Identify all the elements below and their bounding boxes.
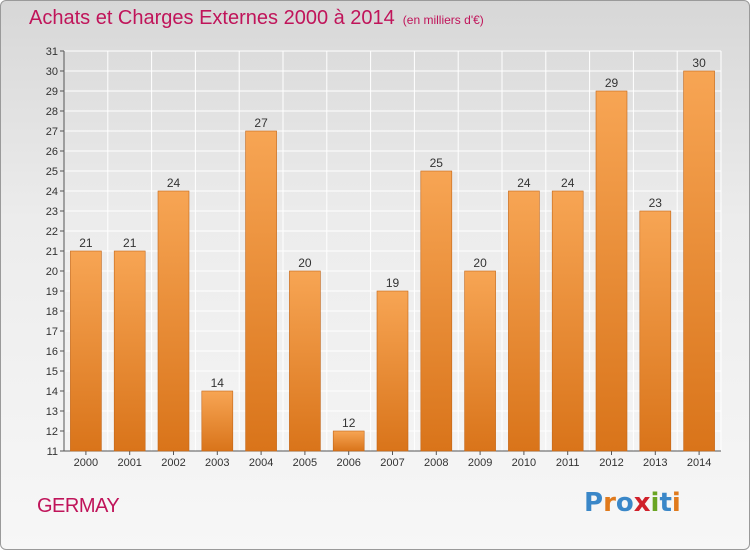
data-label: 20 — [298, 256, 312, 270]
bar — [157, 190, 190, 452]
bar — [420, 170, 453, 452]
bar — [508, 190, 540, 452]
x-tick-label: 2005 — [293, 457, 317, 469]
data-label: 14 — [211, 376, 225, 390]
labels: 11 12 13 14 15 16 17 18 19 20 21 22 23 24 25 26 27 28 29 30… — [46, 46, 712, 469]
x-tick-label: 2006 — [336, 457, 360, 469]
x-tick-label: 2001 — [117, 457, 141, 469]
y-tick-label: 27 — [46, 126, 58, 138]
x-tick-label: 2012 — [599, 457, 623, 469]
y-tick-label: 16 — [46, 346, 58, 358]
data-label: 20 — [473, 256, 487, 270]
y-tick-label: 22 — [46, 226, 58, 238]
y-tick-label: 23 — [46, 206, 58, 218]
logo-letter: x — [633, 488, 651, 518]
x-tick-label: 2009 — [468, 457, 492, 469]
data-label: 23 — [649, 196, 663, 210]
logo-letter: P — [584, 488, 604, 518]
bar — [551, 190, 584, 452]
x-tick-label: 2010 — [512, 457, 536, 469]
bar — [639, 210, 672, 452]
bar — [683, 70, 715, 452]
x-tick-label: 2000 — [74, 457, 98, 469]
y-tick-label: 11 — [47, 446, 58, 458]
y-tick-label: 14 — [46, 386, 58, 398]
y-tick-label: 17 — [46, 326, 58, 338]
x-tick-label: 2008 — [424, 457, 448, 469]
bar — [332, 430, 365, 452]
logo-letter: i — [650, 488, 660, 518]
data-label: 30 — [692, 56, 706, 70]
commune-name: GERMAY — [37, 495, 120, 517]
y-tick-label: 30 — [46, 66, 58, 78]
y-tick-label: 19 — [46, 286, 58, 298]
bar — [376, 290, 409, 452]
x-tick-label: 2003 — [205, 457, 229, 469]
data-label: 24 — [517, 176, 531, 190]
y-tick-label: 29 — [46, 86, 58, 98]
data-label: 27 — [254, 116, 268, 130]
x-tick-label: 2011 — [556, 457, 580, 469]
y-tick-label: 25 — [46, 166, 58, 178]
y-tick-label: 15 — [46, 366, 58, 378]
data-label: 24 — [167, 176, 181, 190]
data-label: 19 — [386, 276, 400, 290]
data-label: 21 — [123, 236, 137, 250]
x-tick-label: 2013 — [643, 457, 667, 469]
y-tick-label: 12 — [46, 426, 58, 438]
chart-unit-label: (en milliers d'€) — [402, 13, 484, 27]
bar — [595, 90, 628, 452]
x-tick-label: 2004 — [249, 457, 273, 469]
logo-letter: r — [603, 488, 616, 518]
bar — [70, 250, 102, 452]
y-tick-label: 20 — [46, 266, 58, 278]
data-label: 24 — [561, 176, 575, 190]
y-tick-label: 13 — [46, 406, 58, 418]
chart-title: Achats et Charges Externes 2000 à 2014 (e… — [29, 7, 484, 30]
bar — [201, 390, 234, 452]
data-label: 21 — [79, 236, 93, 250]
y-tick-label: 18 — [46, 306, 58, 318]
bar — [113, 250, 146, 452]
x-tick-label: 2007 — [380, 457, 404, 469]
bar — [245, 130, 277, 452]
data-label: 29 — [605, 76, 619, 90]
bar — [289, 270, 321, 452]
logo-letter: o — [615, 488, 634, 518]
data-label: 12 — [342, 416, 356, 430]
bar — [464, 270, 496, 452]
data-label: 25 — [430, 156, 444, 170]
logo-letter: i — [671, 488, 681, 518]
y-tick-label: 31 — [46, 46, 58, 58]
x-tick-label: 2014 — [687, 457, 711, 469]
proxiti-logo[interactable]: Proxiti — [584, 488, 681, 518]
y-tick-label: 21 — [46, 246, 58, 258]
x-tick-label: 2002 — [161, 457, 185, 469]
y-tick-label: 28 — [46, 106, 58, 118]
bars — [70, 70, 715, 452]
chart-title-text: Achats et Charges Externes 2000 à 2014 — [29, 7, 395, 29]
y-tick-label: 24 — [46, 186, 58, 198]
logo-letter: t — [659, 488, 672, 518]
y-tick-label: 26 — [46, 146, 58, 158]
